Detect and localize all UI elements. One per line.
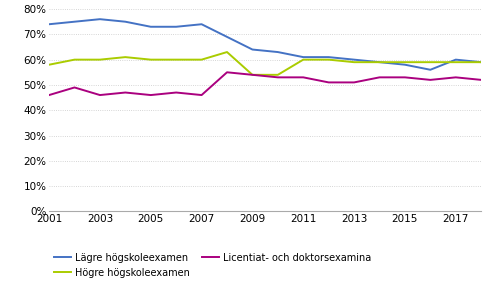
Line: Licentiat- och doktorsexamina: Licentiat- och doktorsexamina xyxy=(49,72,481,95)
Högre högskoleexamen xyxy=(427,60,433,64)
Högre högskoleexamen xyxy=(122,55,128,59)
Högre högskoleexamen xyxy=(173,58,179,62)
Licentiat- och doktorsexamina xyxy=(224,70,230,74)
Högre högskoleexamen xyxy=(326,58,331,62)
Högre högskoleexamen xyxy=(148,58,154,62)
Lägre högskoleexamen xyxy=(224,35,230,39)
Lägre högskoleexamen xyxy=(199,22,205,26)
Licentiat- och doktorsexamina xyxy=(72,86,78,89)
Lägre högskoleexamen xyxy=(351,58,357,62)
Lägre högskoleexamen xyxy=(326,55,331,59)
Högre högskoleexamen xyxy=(478,60,484,64)
Licentiat- och doktorsexamina xyxy=(173,91,179,94)
Licentiat- och doktorsexamina xyxy=(300,76,306,79)
Line: Lägre högskoleexamen: Lägre högskoleexamen xyxy=(49,19,481,70)
Licentiat- och doktorsexamina xyxy=(249,73,255,77)
Högre högskoleexamen xyxy=(199,58,205,62)
Licentiat- och doktorsexamina xyxy=(402,76,408,79)
Högre högskoleexamen xyxy=(97,58,103,62)
Högre högskoleexamen xyxy=(453,60,459,64)
Legend: Lägre högskoleexamen, Högre högskoleexamen, Licentiat- och doktorsexamina: Lägre högskoleexamen, Högre högskoleexam… xyxy=(54,253,372,278)
Lägre högskoleexamen xyxy=(72,20,78,24)
Högre högskoleexamen xyxy=(351,60,357,64)
Licentiat- och doktorsexamina xyxy=(453,76,459,79)
Licentiat- och doktorsexamina xyxy=(97,93,103,97)
Licentiat- och doktorsexamina xyxy=(326,81,331,84)
Licentiat- och doktorsexamina xyxy=(427,78,433,82)
Licentiat- och doktorsexamina xyxy=(351,81,357,84)
Lägre högskoleexamen xyxy=(300,55,306,59)
Lägre högskoleexamen xyxy=(148,25,154,29)
Licentiat- och doktorsexamina xyxy=(148,93,154,97)
Lägre högskoleexamen xyxy=(427,68,433,72)
Högre högskoleexamen xyxy=(46,63,52,66)
Line: Högre högskoleexamen: Högre högskoleexamen xyxy=(49,52,481,75)
Högre högskoleexamen xyxy=(249,73,255,77)
Högre högskoleexamen xyxy=(72,58,78,62)
Högre högskoleexamen xyxy=(275,73,281,77)
Licentiat- och doktorsexamina xyxy=(275,76,281,79)
Högre högskoleexamen xyxy=(402,60,408,64)
Lägre högskoleexamen xyxy=(453,58,459,62)
Högre högskoleexamen xyxy=(377,60,382,64)
Lägre högskoleexamen xyxy=(275,50,281,54)
Lägre högskoleexamen xyxy=(97,18,103,21)
Licentiat- och doktorsexamina xyxy=(199,93,205,97)
Licentiat- och doktorsexamina xyxy=(122,91,128,94)
Lägre högskoleexamen xyxy=(478,60,484,64)
Licentiat- och doktorsexamina xyxy=(377,76,382,79)
Licentiat- och doktorsexamina xyxy=(478,78,484,82)
Högre högskoleexamen xyxy=(224,50,230,54)
Licentiat- och doktorsexamina xyxy=(46,93,52,97)
Lägre högskoleexamen xyxy=(122,20,128,24)
Lägre högskoleexamen xyxy=(173,25,179,29)
Lägre högskoleexamen xyxy=(249,48,255,51)
Högre högskoleexamen xyxy=(300,58,306,62)
Lägre högskoleexamen xyxy=(46,22,52,26)
Lägre högskoleexamen xyxy=(402,63,408,66)
Lägre högskoleexamen xyxy=(377,60,382,64)
